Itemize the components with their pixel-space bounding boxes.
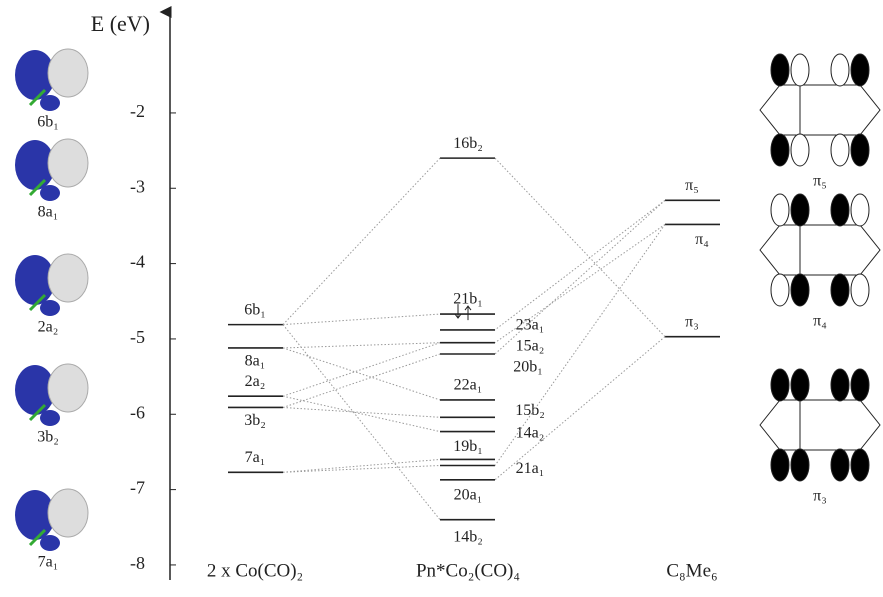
tick-label: -2 [130,101,145,121]
p-lobe [831,194,849,226]
p-lobe [771,134,789,166]
p-lobe [791,449,809,481]
orbital-label: 2a₂ [38,319,59,336]
p-lobe [791,134,809,166]
orbital-label: 3b₂ [37,429,59,446]
p-lobe [851,449,869,481]
correlation-line [283,354,440,407]
level-label: 2a₂ [245,373,266,390]
orbital-label: π₄ [813,313,827,330]
p-lobe [791,54,809,86]
p-lobe [851,194,869,226]
mo-diagram: E (eV) -2 -3 -4 -5 -6 -7 -8 2 x Co(CO)₂ 6b₁ 8a₁ 2a… [0,0,883,597]
correlation-line [283,396,440,431]
orbital-label: π₃ [813,488,827,505]
correlation-line [283,348,440,400]
p-lobe [831,369,849,401]
level-label: 20a₁ [454,486,483,503]
level-label: 20b₁ [513,359,543,376]
orbital-lobe [48,489,88,537]
p-lobe [771,274,789,306]
correlation-line [495,158,665,337]
correlation-line [495,200,665,330]
level-label: 16b₂ [453,135,483,152]
orbital-lobe [40,185,60,201]
tick-label: -4 [130,252,145,272]
p-lobe [771,369,789,401]
level-label: π₄ [695,231,709,248]
ring-outline [760,85,880,135]
correlation-line [283,325,440,520]
orbital-lobe [40,410,60,426]
orbital-label: 8a₁ [38,204,59,221]
level-label: 19b₁ [453,438,483,455]
p-lobe [791,194,809,226]
tick-label: -7 [130,478,145,498]
p-lobe [851,54,869,86]
level-label: 3b₂ [244,412,266,429]
level-label: π₅ [685,177,699,194]
correlation-line [283,343,440,396]
level-label: 7a₁ [245,449,266,466]
p-lobe [831,54,849,86]
ring-outline [760,400,880,450]
tick-label: -5 [130,327,145,347]
orbital-label: 6b₁ [37,114,59,131]
p-lobe [771,54,789,86]
axis-label: E (eV) [91,11,150,36]
p-lobe [831,449,849,481]
correlation-line [283,158,440,324]
p-lobe [831,274,849,306]
orbital-label: 7a₁ [38,554,59,571]
correlation-line [495,224,665,342]
orbital-lobe [40,300,60,316]
column-title: Pn*Co₂(CO)₄ [416,560,520,581]
p-lobe [791,369,809,401]
orbital-label: π₅ [813,173,827,190]
ring-outline [760,225,880,275]
tick-label: -8 [130,553,145,573]
tick-label: -6 [130,402,145,422]
correlation-line [283,465,440,472]
p-lobe [771,194,789,226]
correlation-line [283,407,440,417]
p-lobe [851,369,869,401]
orbital-lobe [48,139,88,187]
level-label: 14b₂ [453,528,483,545]
orbital-lobe [48,254,88,302]
level-label: π₃ [685,313,699,330]
orbital-lobe [48,49,88,97]
level-label: 14a₂ [516,424,545,441]
p-lobe [851,134,869,166]
p-lobe [771,449,789,481]
level-label: 23a₁ [516,317,545,334]
p-lobe [831,134,849,166]
correlation-line [283,343,440,348]
orbital-lobe [48,364,88,412]
level-label: 15a₂ [516,337,545,354]
column-title: 2 x Co(CO)₂ [207,560,303,581]
level-label: 8a₁ [245,353,266,370]
level-label: 22a₁ [454,377,483,394]
level-label: 6b₁ [244,301,266,318]
p-lobe [851,274,869,306]
column-title: C₈Me₆ [666,560,717,581]
level-label: 21a₁ [516,460,545,477]
orbital-lobe [40,535,60,551]
correlation-line [283,314,440,325]
correlation-line [283,459,440,472]
orbital-lobe [40,95,60,111]
p-lobe [791,274,809,306]
tick-label: -3 [130,176,145,196]
